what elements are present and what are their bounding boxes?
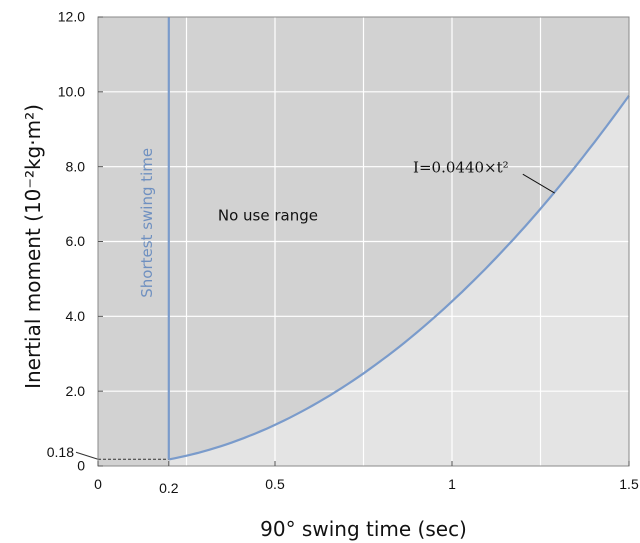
y-tick-label: 0.18 bbox=[47, 444, 74, 460]
min-inertia-leader bbox=[75, 451, 99, 460]
y-tick-label: 6.0 bbox=[66, 233, 86, 249]
gridlines bbox=[98, 17, 629, 466]
x-tick-label: 0 bbox=[94, 476, 102, 492]
y-tick-label: 0 bbox=[77, 458, 85, 474]
x-tick-label: 1 bbox=[448, 476, 456, 492]
formula-leader-line bbox=[522, 173, 555, 194]
no-use-range-label: No use range bbox=[218, 206, 318, 224]
y-tick-label: 10.0 bbox=[58, 84, 85, 100]
inertia-curve bbox=[168, 94, 630, 461]
y-tick-label: 4.0 bbox=[66, 308, 86, 324]
y-axis: 00.18 2.0 4.0 6.0 8.0 10.0 12.0 bbox=[47, 9, 103, 474]
y-tick-label: 8.0 bbox=[66, 158, 86, 174]
x-tick-label: 0.5 bbox=[265, 476, 285, 492]
x-tick-label: 1.5 bbox=[619, 476, 639, 492]
series bbox=[75, 17, 630, 461]
y-tick-label: 12.0 bbox=[58, 9, 85, 25]
y-axis-title: Inertial moment (10⁻²kg·m²) bbox=[21, 104, 45, 389]
y-tick-label: 2.0 bbox=[66, 383, 86, 399]
x-axis: 0 0.2 0.5 1 1.5 bbox=[94, 461, 639, 496]
x-tick-label: 0.2 bbox=[159, 480, 179, 496]
shortest-swing-time-label: Shortest swing time bbox=[138, 148, 156, 298]
x-axis-title: 90° swing time (sec) bbox=[260, 517, 467, 541]
formula-label: I=0.0440×t² bbox=[413, 159, 509, 177]
